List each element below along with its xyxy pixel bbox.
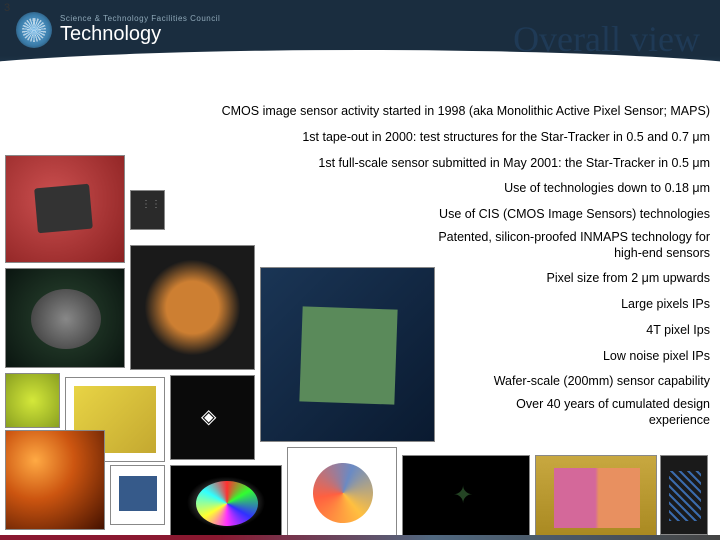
img-detector-render [287, 447, 397, 540]
bullet-line: Over 40 years of cumulated design experi… [490, 396, 710, 429]
image-collage [0, 155, 430, 540]
img-small-die [130, 190, 165, 230]
img-pcb-blue [260, 267, 435, 442]
bullet-line: CMOS image sensor activity started in 19… [10, 100, 710, 124]
img-wafer-green [5, 268, 125, 368]
slide-header: Science & Technology Facilities Council … [0, 0, 720, 80]
stfc-logo-icon [16, 12, 52, 48]
img-sun-green [5, 373, 60, 428]
img-chip-layout-color [535, 455, 657, 540]
img-sensor-red [5, 155, 125, 263]
council-label: Science & Technology Facilities Council [60, 14, 220, 23]
img-schematic [110, 465, 165, 525]
img-rainbow-wafer [170, 465, 282, 540]
bullet-line: Patented, silicon-proofed INMAPS technol… [410, 229, 710, 262]
img-gold-wafer [130, 245, 255, 370]
img-dark-chip [170, 375, 255, 460]
brand-label: Technology [60, 23, 220, 46]
logo-area: Science & Technology Facilities Council … [16, 12, 220, 48]
img-particle-tracks [402, 455, 530, 540]
img-sun-orange [5, 430, 105, 530]
footer-bar [0, 535, 720, 540]
bullet-line: 1st tape-out in 2000: test structures fo… [10, 126, 710, 150]
slide-number: 3 [4, 2, 10, 14]
img-chip-layout-dark [660, 455, 708, 535]
